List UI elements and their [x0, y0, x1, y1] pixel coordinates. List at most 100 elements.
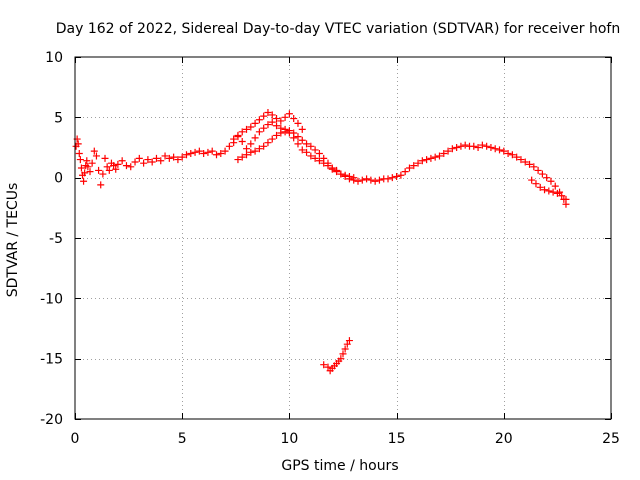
data-point — [131, 158, 139, 166]
data-point — [268, 111, 276, 119]
data-point — [264, 139, 272, 147]
data-point — [251, 119, 259, 127]
data-points — [72, 109, 570, 375]
data-point — [238, 153, 246, 161]
data-point — [551, 182, 559, 190]
x-tick-label: 20 — [495, 431, 513, 447]
data-point — [238, 128, 246, 136]
data-point — [88, 159, 96, 167]
data-point — [140, 159, 148, 167]
data-point — [315, 157, 323, 165]
data-point — [339, 350, 347, 358]
data-point — [255, 128, 263, 136]
data-point — [457, 142, 465, 150]
data-point — [238, 137, 246, 145]
data-point — [320, 159, 328, 167]
data-point — [165, 154, 173, 162]
data-point — [290, 115, 298, 123]
data-point — [112, 165, 120, 173]
data-point — [281, 113, 289, 121]
data-point — [478, 141, 486, 149]
data-point — [84, 163, 92, 171]
y-tick-label: 5 — [54, 110, 63, 126]
data-point — [290, 134, 298, 142]
data-point — [333, 168, 341, 176]
data-point — [99, 170, 107, 178]
data-point — [95, 166, 103, 174]
y-axis-title: SDTVAR / TECUs — [5, 183, 21, 298]
y-tick-label: -15 — [40, 352, 63, 368]
data-point — [543, 174, 551, 182]
data-point — [513, 153, 521, 161]
data-point — [281, 128, 289, 136]
data-point — [204, 148, 212, 156]
x-axis-title: GPS time / hours — [281, 458, 398, 474]
data-point — [558, 192, 566, 200]
data-point — [384, 175, 392, 183]
data-point — [461, 141, 469, 149]
data-point — [337, 355, 345, 363]
data-point — [264, 109, 272, 117]
data-point — [315, 150, 323, 158]
data-point — [491, 145, 499, 153]
y-tick-label: -10 — [40, 291, 63, 307]
data-point — [148, 158, 156, 166]
data-point — [440, 150, 448, 158]
data-point — [285, 110, 293, 118]
data-point — [277, 117, 285, 125]
data-point — [294, 119, 302, 127]
data-point — [260, 112, 268, 120]
y-tick-label: 0 — [54, 171, 63, 187]
data-point — [273, 122, 281, 130]
data-point — [178, 153, 186, 161]
data-point — [273, 131, 281, 139]
y-tick-label: -5 — [49, 231, 63, 247]
data-point — [75, 150, 83, 158]
data-point — [414, 159, 422, 167]
data-point — [536, 183, 544, 191]
data-point — [303, 140, 311, 148]
data-point — [538, 170, 546, 178]
data-point — [298, 146, 306, 154]
data-point — [80, 177, 88, 185]
data-point — [230, 135, 238, 143]
data-point — [182, 151, 190, 159]
data-point — [553, 189, 561, 197]
data-point — [268, 118, 276, 126]
data-point — [285, 129, 293, 137]
data-point — [350, 174, 358, 182]
data-point — [320, 361, 328, 369]
data-point — [371, 177, 379, 185]
data-point — [562, 195, 570, 203]
data-point — [345, 172, 353, 180]
data-point — [393, 172, 401, 180]
data-point — [375, 176, 383, 184]
data-point — [435, 152, 443, 160]
data-point — [110, 162, 118, 170]
data-point — [221, 147, 229, 155]
data-point — [423, 156, 431, 164]
grid-lines — [75, 57, 611, 419]
data-point — [170, 153, 178, 161]
data-point — [187, 150, 195, 158]
data-point — [76, 156, 84, 164]
data-point — [324, 363, 332, 371]
data-point — [273, 115, 281, 123]
data-point — [144, 156, 152, 164]
data-point — [243, 145, 251, 153]
data-point — [294, 140, 302, 148]
data-point — [277, 129, 285, 137]
data-point — [343, 340, 351, 348]
data-point — [363, 175, 371, 183]
data-point — [324, 162, 332, 170]
data-point — [410, 162, 418, 170]
data-point — [105, 166, 113, 174]
data-point — [358, 176, 366, 184]
data-point — [86, 168, 94, 176]
data-point — [225, 142, 233, 150]
data-point — [264, 121, 272, 129]
data-point — [247, 123, 255, 131]
y-tick-label: -20 — [40, 412, 63, 428]
x-tick-label: 10 — [280, 431, 298, 447]
data-point — [83, 157, 91, 165]
